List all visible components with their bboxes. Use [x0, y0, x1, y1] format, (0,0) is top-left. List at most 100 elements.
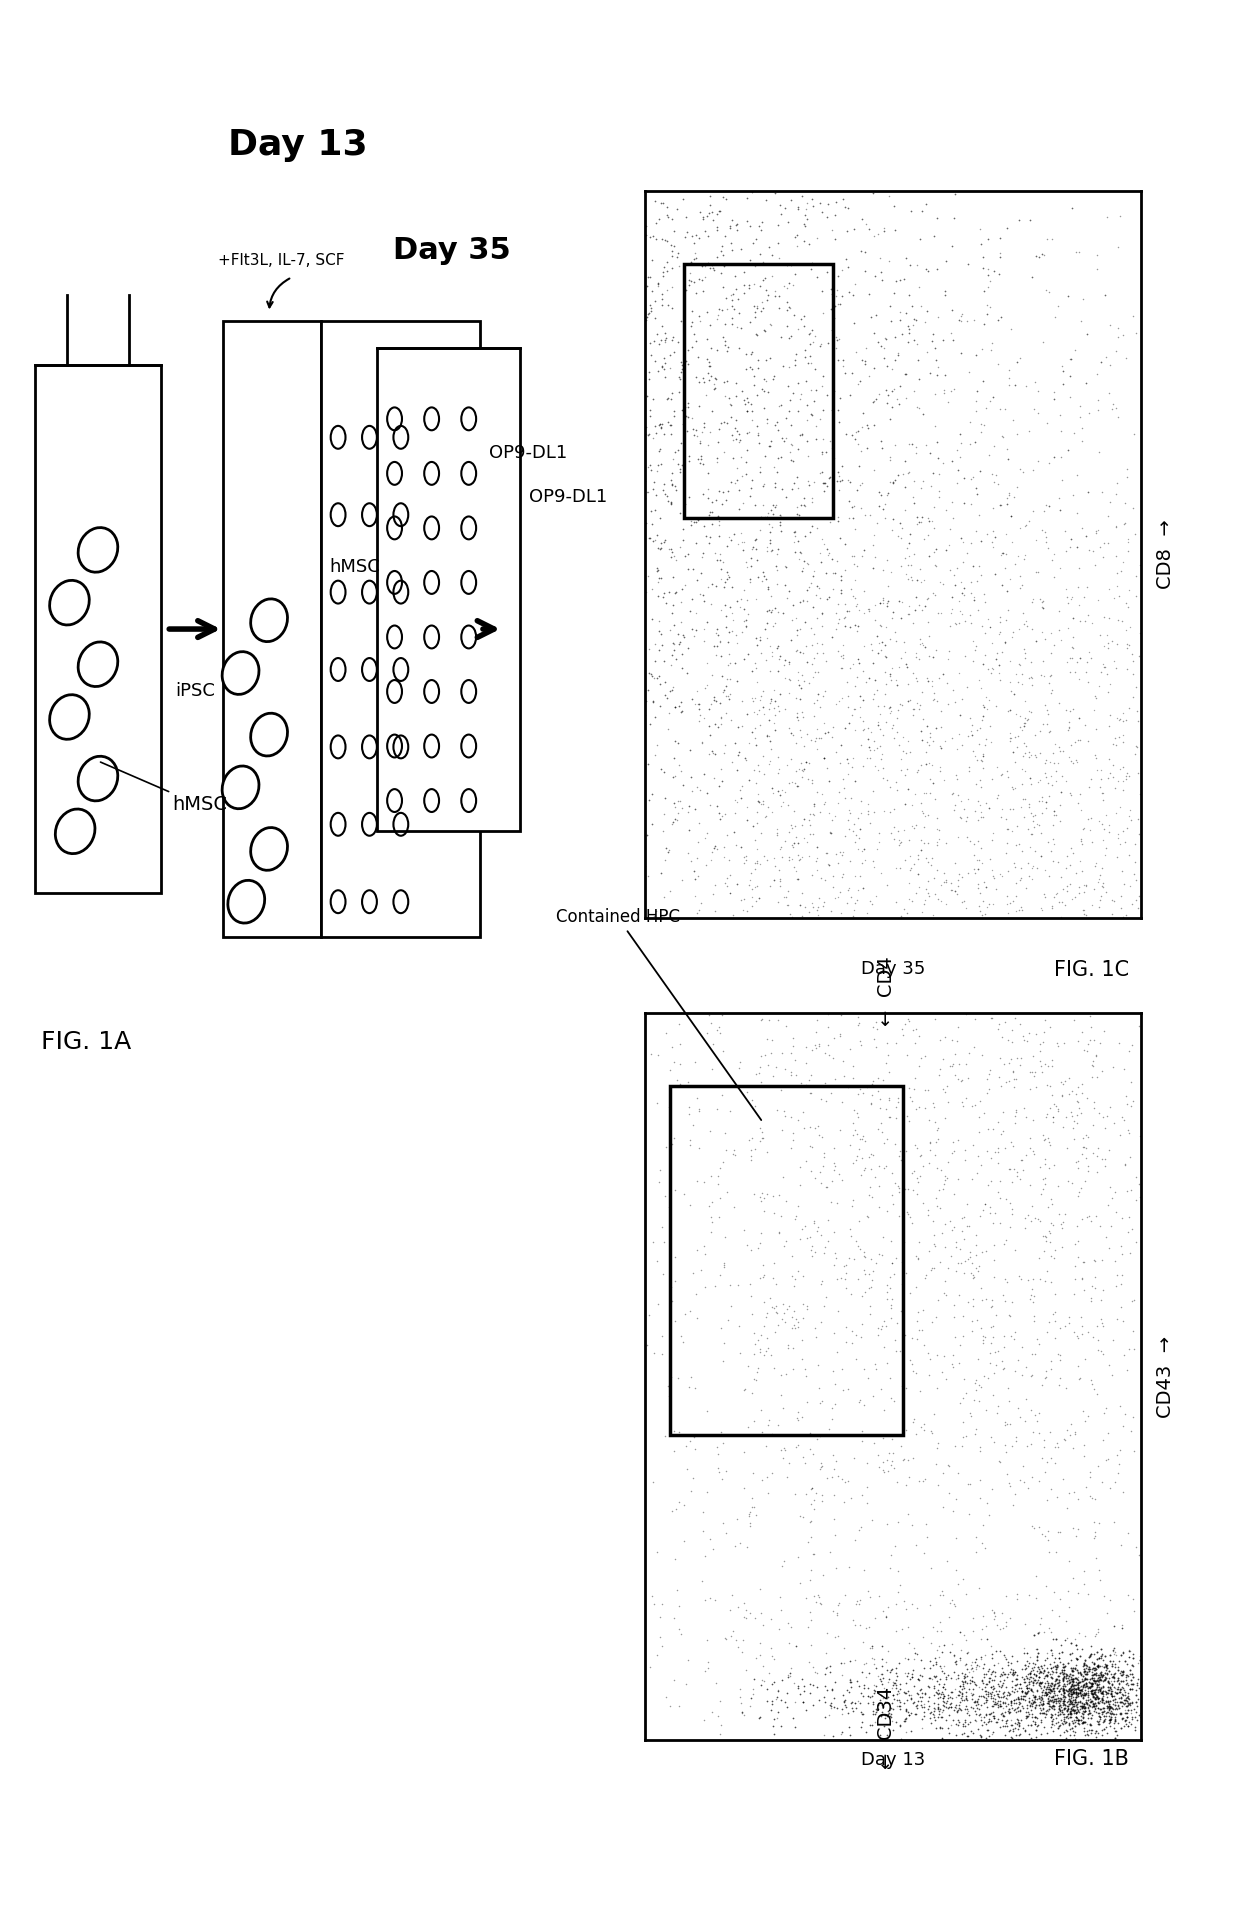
- Point: [973, 801, 993, 832]
- Point: [972, 690, 992, 721]
- Point: [693, 579, 713, 610]
- Point: [862, 889, 882, 920]
- Point: [962, 1662, 982, 1692]
- Point: [873, 587, 893, 618]
- Point: [687, 1235, 707, 1266]
- Point: [661, 614, 681, 644]
- Point: [1074, 1681, 1094, 1711]
- Point: [1076, 1658, 1096, 1688]
- Point: [751, 1669, 771, 1700]
- Point: [906, 757, 926, 788]
- Point: [864, 1161, 884, 1191]
- Point: [1120, 1688, 1140, 1719]
- Point: [1028, 1618, 1048, 1648]
- Point: [928, 1677, 947, 1707]
- Point: [823, 872, 843, 902]
- Point: [991, 241, 1011, 272]
- Point: [795, 730, 815, 761]
- Point: [671, 696, 691, 727]
- Point: [1054, 1704, 1074, 1734]
- Point: [806, 354, 826, 384]
- Point: [897, 1258, 916, 1289]
- Point: [800, 516, 820, 547]
- Point: [804, 1206, 823, 1237]
- Point: [1087, 1325, 1107, 1356]
- Point: [1112, 606, 1132, 637]
- Point: [1002, 1709, 1022, 1740]
- Point: [1013, 457, 1033, 488]
- Point: [692, 1566, 712, 1597]
- Point: [712, 229, 732, 260]
- Point: [753, 1650, 773, 1681]
- Point: [708, 426, 728, 457]
- Point: [1094, 1704, 1114, 1734]
- Point: [1002, 1665, 1022, 1696]
- Point: [712, 1417, 732, 1447]
- Point: [935, 1631, 955, 1662]
- Point: [1122, 889, 1142, 920]
- Point: [911, 503, 931, 533]
- Point: [728, 465, 748, 495]
- Point: [879, 1663, 899, 1694]
- Point: [822, 432, 842, 463]
- Point: [790, 1679, 810, 1709]
- Point: [1086, 1658, 1106, 1688]
- Point: [1063, 1656, 1083, 1686]
- Point: [847, 589, 867, 619]
- Point: [754, 468, 774, 499]
- Point: [950, 1677, 970, 1707]
- Point: [738, 382, 758, 413]
- Point: [828, 604, 848, 635]
- Point: [1076, 1667, 1096, 1698]
- Point: [751, 503, 771, 533]
- Point: [1065, 1654, 1085, 1684]
- Point: [996, 1683, 1016, 1713]
- Point: [1106, 1677, 1126, 1707]
- Point: [1112, 1610, 1132, 1640]
- Point: [720, 526, 740, 556]
- Point: [1014, 1405, 1034, 1436]
- Point: [828, 776, 848, 807]
- Point: [1127, 1690, 1147, 1721]
- Point: [863, 1633, 883, 1663]
- Point: [928, 1470, 947, 1501]
- Point: [968, 1140, 988, 1170]
- Point: [1091, 1694, 1111, 1725]
- Point: [818, 1226, 838, 1256]
- Point: [1065, 1623, 1085, 1654]
- Point: [1003, 1656, 1023, 1686]
- Point: [1092, 1679, 1112, 1709]
- Point: [983, 889, 1003, 920]
- Point: [1048, 1516, 1068, 1547]
- Point: [1044, 1675, 1064, 1706]
- Point: [914, 1702, 934, 1732]
- Point: [1099, 763, 1118, 793]
- Point: [908, 839, 928, 870]
- Point: [983, 1206, 1003, 1237]
- Point: [1012, 792, 1032, 822]
- Point: [755, 262, 775, 293]
- Point: [703, 660, 723, 690]
- Point: [1016, 1101, 1035, 1132]
- Point: [723, 279, 743, 310]
- Point: [649, 606, 668, 637]
- Point: [1094, 1652, 1114, 1683]
- Point: [1071, 1675, 1091, 1706]
- Point: [940, 1637, 960, 1667]
- Point: [998, 761, 1018, 792]
- Point: [764, 707, 784, 738]
- Point: [970, 895, 990, 925]
- Point: [895, 472, 915, 503]
- Point: [928, 442, 947, 472]
- Point: [729, 1312, 749, 1342]
- Point: [980, 1721, 999, 1751]
- Point: [1084, 1507, 1104, 1537]
- Point: [742, 337, 761, 367]
- Point: [1014, 1094, 1034, 1124]
- Point: [1042, 1675, 1061, 1706]
- Point: [880, 467, 900, 497]
- Point: [983, 860, 1003, 891]
- Point: [768, 568, 787, 598]
- Point: [1092, 1679, 1112, 1709]
- Point: [1022, 818, 1042, 849]
